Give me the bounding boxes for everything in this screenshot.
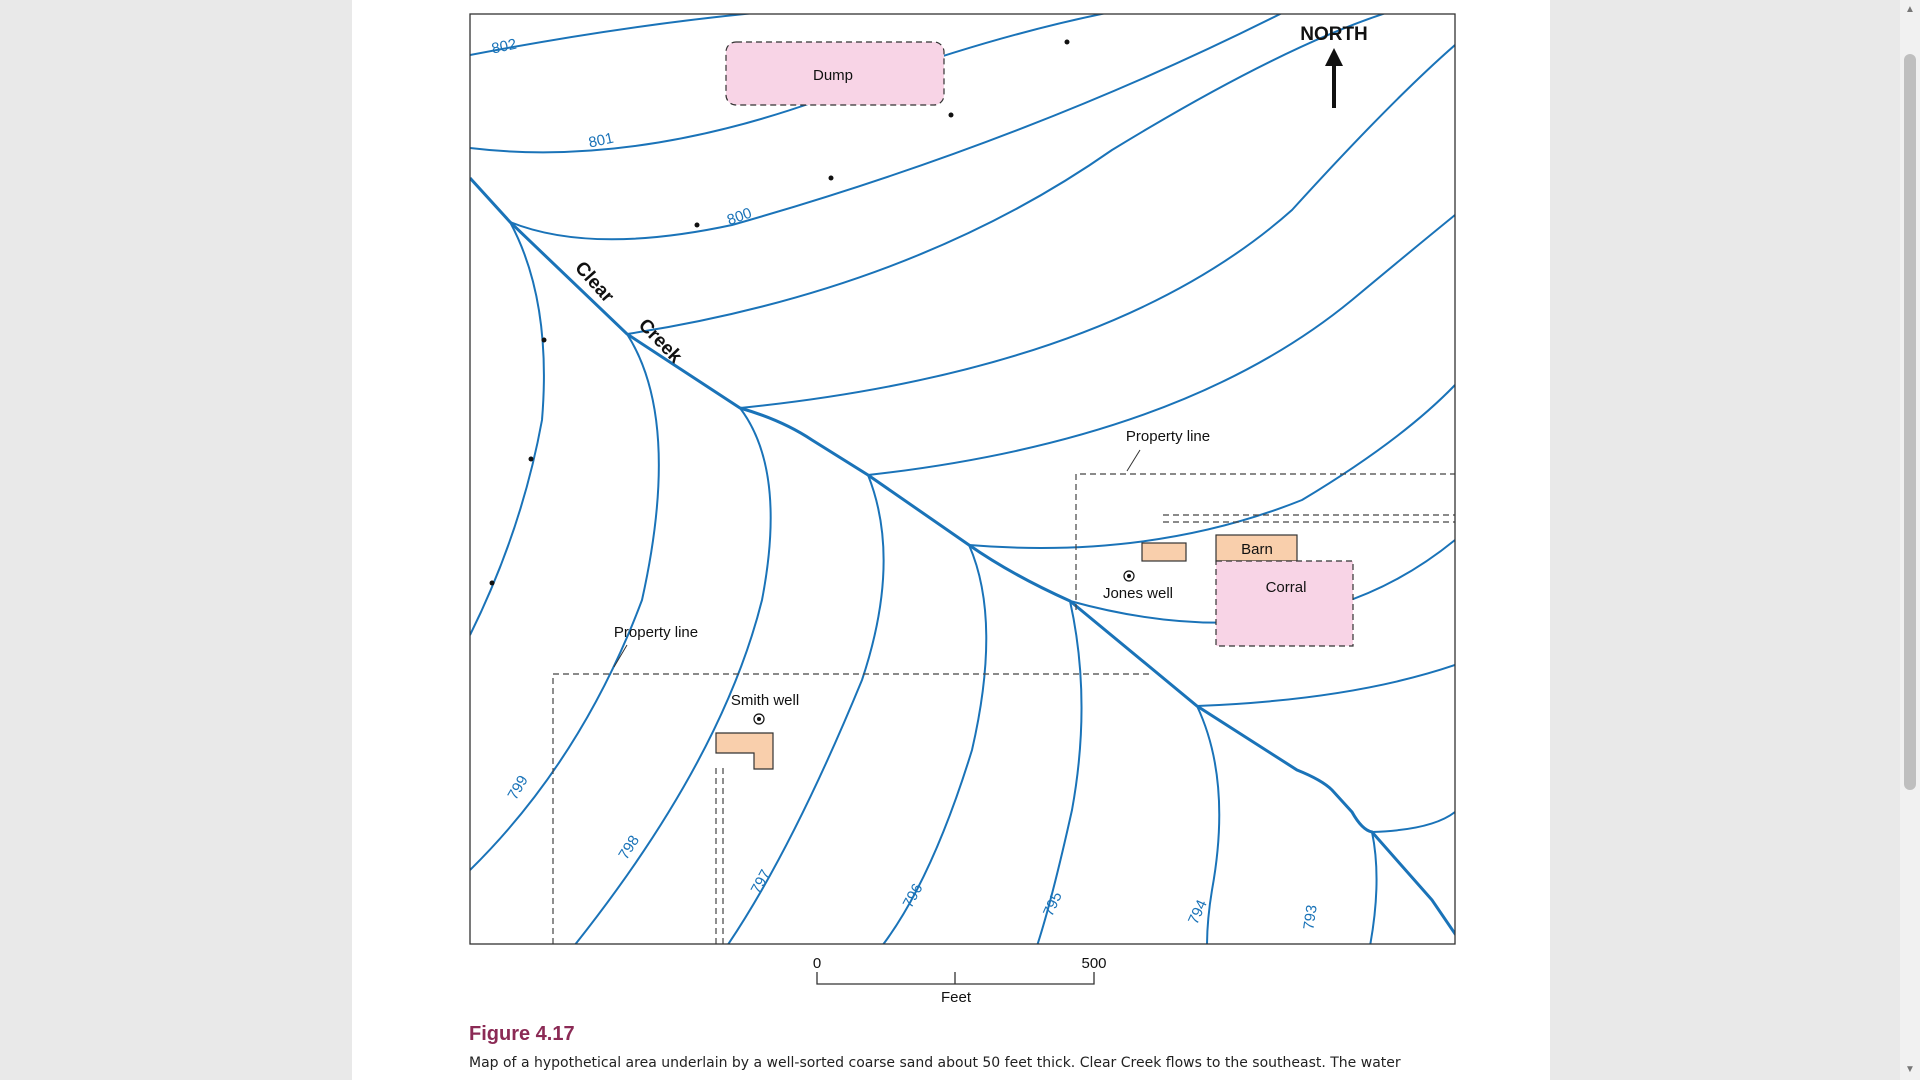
contour-upper-a xyxy=(626,14,1387,335)
figure-title: Figure 4.17 xyxy=(469,1023,575,1045)
contour-dot xyxy=(694,222,700,228)
scale-end-label: 500 xyxy=(1081,955,1106,972)
scale-unit-label: Feet xyxy=(941,989,972,1006)
contour-label-793: 793 xyxy=(1300,904,1320,931)
property-boundary-jones xyxy=(1075,473,1455,610)
smith-well-label: Smith well xyxy=(731,692,799,709)
contour-label-802: 802 xyxy=(490,36,518,58)
contour-upper-f xyxy=(1196,664,1455,707)
vertical-scrollbar[interactable]: ▲ ▼ xyxy=(1900,0,1920,1080)
dump-area xyxy=(725,41,945,106)
contour-dot xyxy=(528,456,534,462)
groundwater-map: 802 801 800 799 798 797 796 795 794 793 … xyxy=(469,13,1456,1006)
contour-798 xyxy=(470,333,660,871)
map-frame xyxy=(469,13,1456,945)
contour-label-794: 794 xyxy=(1185,897,1211,927)
property-line-label-2: Property line xyxy=(614,624,698,641)
contour-upper-c xyxy=(867,214,1455,476)
creek-label-creek: Creek xyxy=(634,315,686,368)
scroll-up-arrow-icon[interactable]: ▲ xyxy=(1905,4,1915,15)
contour-label-797: 797 xyxy=(748,867,775,897)
contour-dot xyxy=(489,580,495,586)
creek-label-clear: Clear xyxy=(570,258,618,308)
property-leader-2 xyxy=(613,644,628,668)
jones-well-icon xyxy=(1123,570,1135,582)
clear-creek xyxy=(470,176,1455,937)
barn-label: Barn xyxy=(1241,541,1273,558)
contour-794 xyxy=(1036,600,1083,944)
smith-well-icon xyxy=(753,713,765,725)
contour-799 xyxy=(470,221,545,636)
north-arrow-icon xyxy=(1325,48,1343,108)
corral-label: Corral xyxy=(1266,579,1307,596)
figure-caption: Map of a hypothetical area underlain by … xyxy=(469,1055,1401,1071)
scale-bar xyxy=(816,972,1095,985)
property-leader-1 xyxy=(1126,449,1141,472)
scale-zero-label: 0 xyxy=(813,955,821,972)
jones-house xyxy=(1141,542,1187,562)
contour-dot xyxy=(1064,39,1070,45)
contour-dot xyxy=(948,112,954,118)
contour-label-795: 795 xyxy=(1040,889,1066,919)
scroll-down-arrow-icon[interactable]: ▼ xyxy=(1905,1064,1915,1075)
document-page: 802 801 800 799 798 797 796 795 794 793 … xyxy=(352,0,1550,1080)
contour-upper-b xyxy=(739,44,1455,409)
contour-802 xyxy=(470,14,755,56)
contour-793 xyxy=(1196,705,1221,944)
contour-label-796: 796 xyxy=(900,881,927,911)
contour-800 xyxy=(509,14,1283,241)
property-boundary-smith xyxy=(552,673,1152,944)
corral xyxy=(1215,560,1354,647)
contour-label-799: 799 xyxy=(504,773,531,803)
jones-well-label: Jones well xyxy=(1103,585,1173,602)
property-line-label-1: Property line xyxy=(1126,428,1210,445)
contour-label-801: 801 xyxy=(587,130,615,152)
contour-upper-d xyxy=(968,384,1455,549)
contour-792 xyxy=(1369,831,1378,944)
north-label: NORTH xyxy=(1300,24,1368,45)
dump-label: Dump xyxy=(813,67,853,84)
contour-label-800: 800 xyxy=(725,205,754,230)
contour-upper-g xyxy=(1371,811,1455,833)
contour-dot xyxy=(828,175,834,181)
contour-797 xyxy=(574,407,772,944)
contour-796 xyxy=(727,474,885,944)
smith-house xyxy=(715,732,774,770)
contour-795 xyxy=(882,544,988,944)
scrollbar-thumb[interactable] xyxy=(1904,54,1916,790)
contour-dot xyxy=(541,337,547,343)
